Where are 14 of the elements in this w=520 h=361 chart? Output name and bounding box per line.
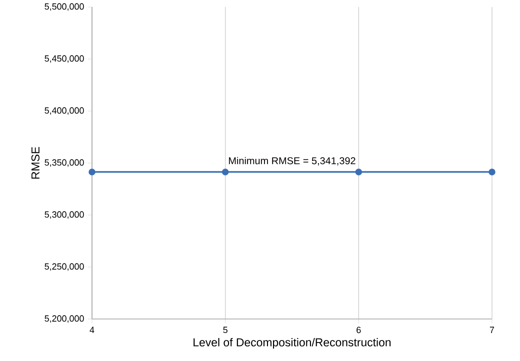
x-axis-title: Level of Decomposition/Reconstruction <box>194 338 391 349</box>
annotation: Minimum RMSE = 5,341,392 <box>229 156 356 166</box>
x-tick-label: 5 <box>223 326 228 334</box>
x-tick-label: 7 <box>490 326 494 333</box>
y-tick-label: 5,350,000 <box>44 159 84 167</box>
x-tick-label: 4 <box>90 326 94 333</box>
y-tick-label: 5,500,000 <box>44 3 84 11</box>
y-tick-label: 5,200,000 <box>44 315 84 323</box>
y-tick-label: 5,250,000 <box>44 263 84 271</box>
x-tick-label: 6 <box>356 326 361 334</box>
y-axis-title: RMSE <box>31 146 40 179</box>
y-tick-label: 5,300,000 <box>44 211 84 219</box>
y-tick-label: 5,450,000 <box>44 55 84 63</box>
y-tick-label: 5,400,000 <box>44 107 84 115</box>
